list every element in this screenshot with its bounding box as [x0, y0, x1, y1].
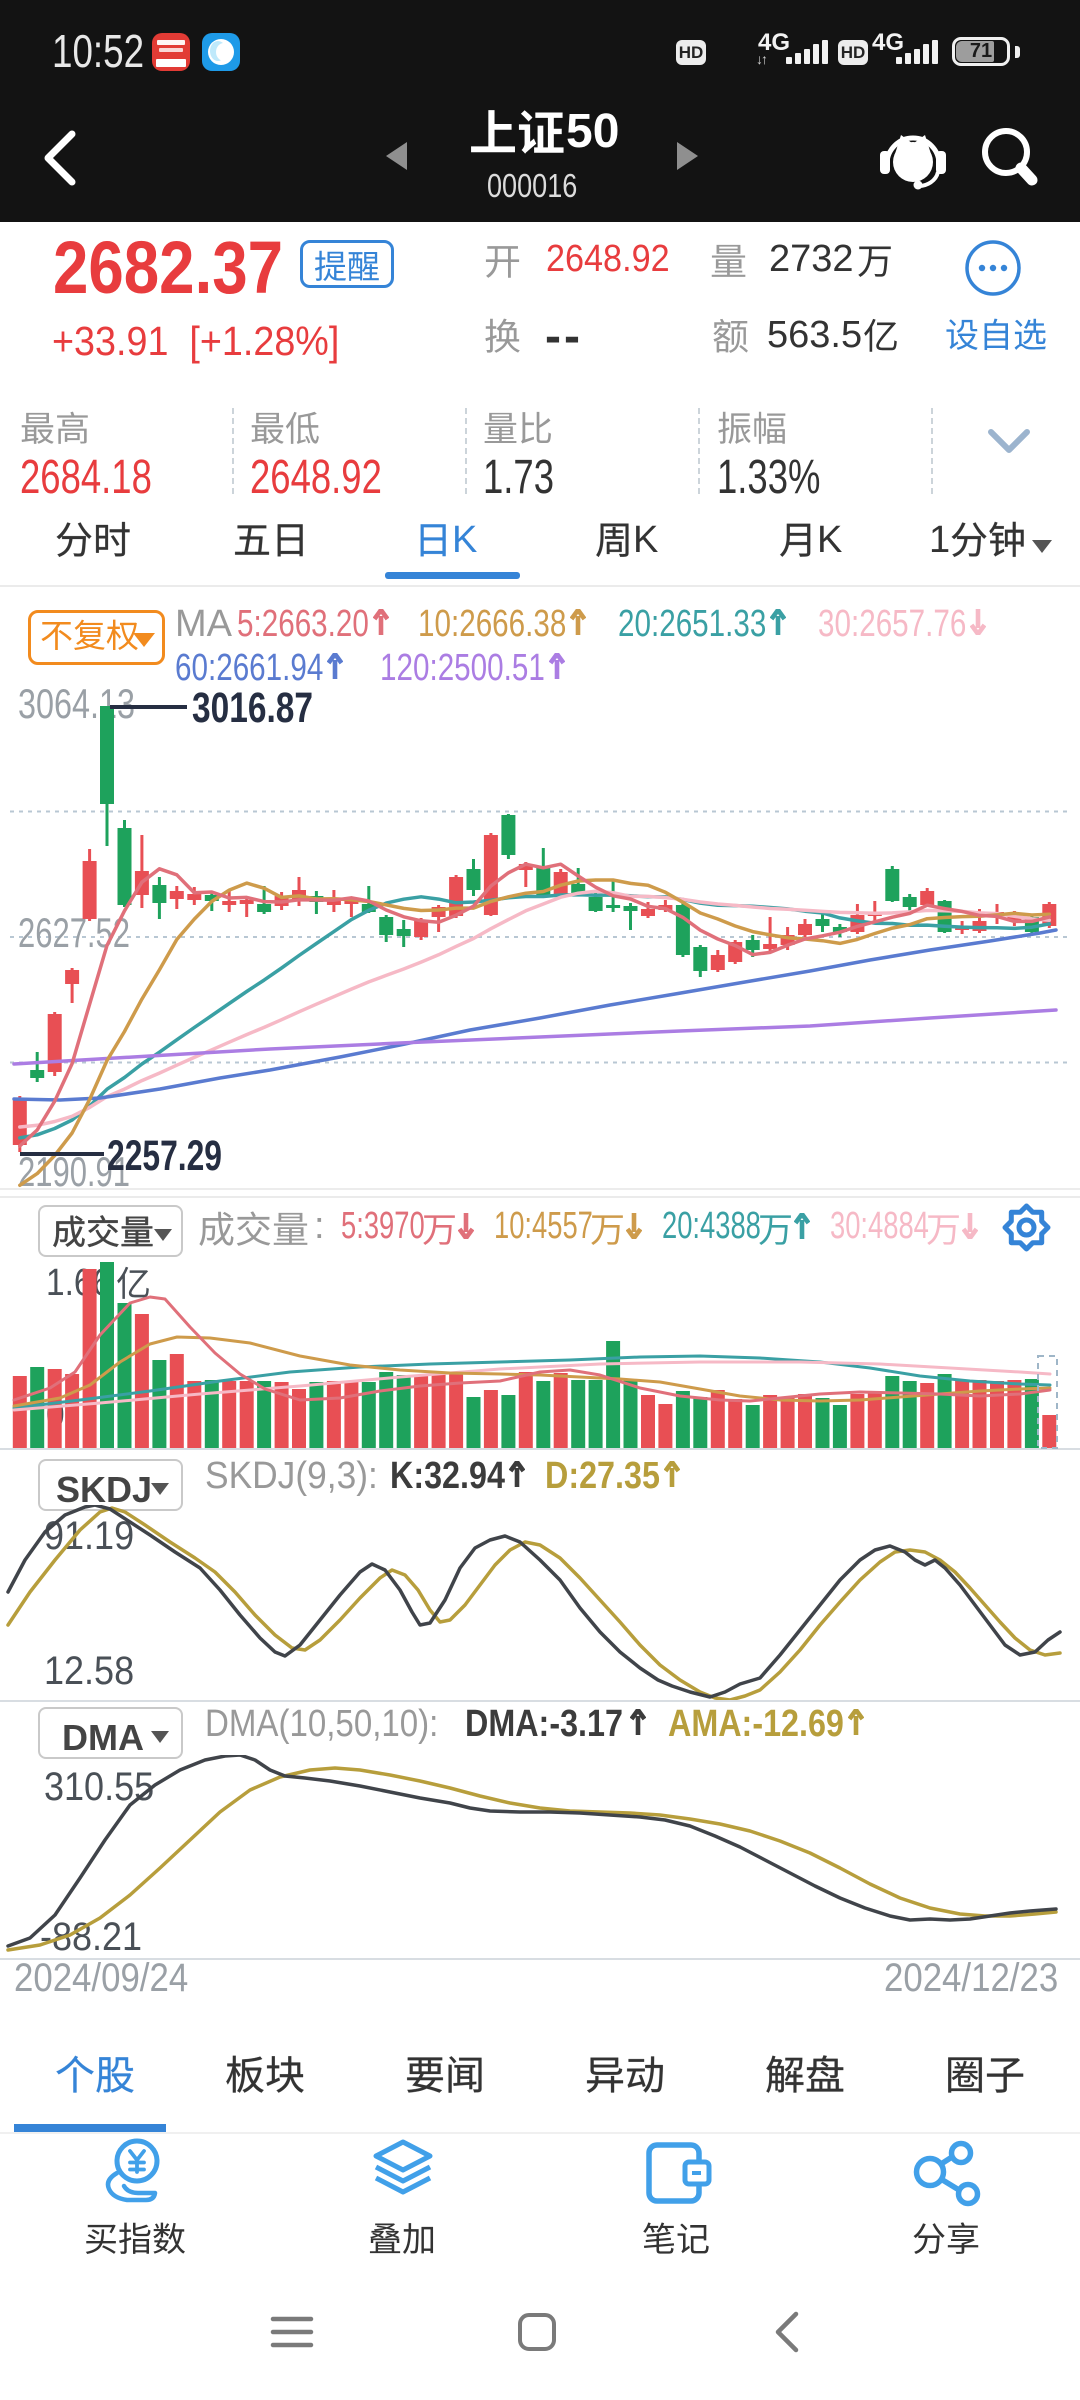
svg-text:2627.52: 2627.52	[18, 909, 130, 956]
svg-text:3016.87: 3016.87	[192, 684, 313, 732]
svg-text:2257.29: 2257.29	[107, 1132, 222, 1180]
